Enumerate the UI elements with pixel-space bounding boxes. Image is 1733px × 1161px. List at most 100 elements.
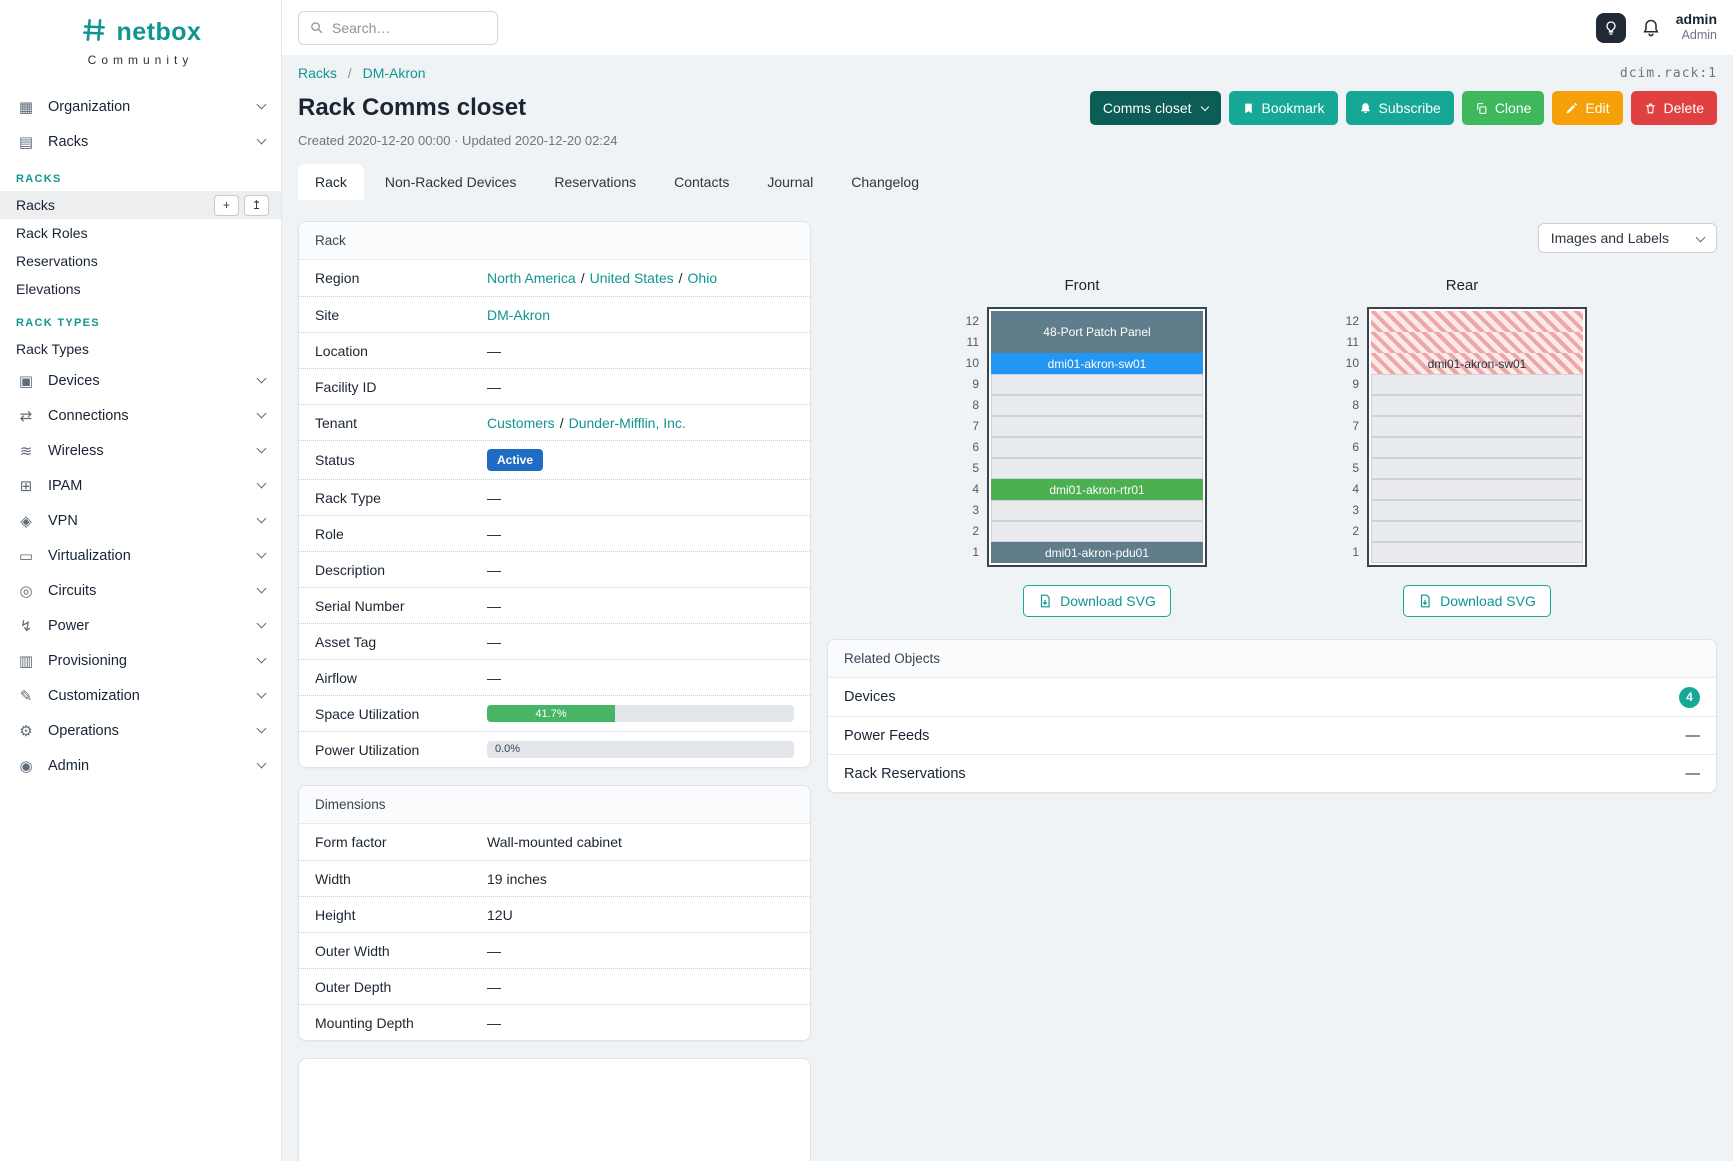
bell-icon <box>1359 102 1372 115</box>
chevron-down-icon <box>256 513 267 524</box>
sidebar-item-power[interactable]: ↯ Power <box>0 608 281 643</box>
download-svg-button-rear[interactable]: Download SVG <box>1403 585 1551 617</box>
sidebar-subitem-rack-types[interactable]: Rack Types <box>0 335 281 363</box>
sidebar-item-wireless[interactable]: ≋ Wireless <box>0 433 281 468</box>
rack-device[interactable]: 48-Port Patch Panel <box>991 311 1203 353</box>
related-label[interactable]: Rack Reservations <box>844 765 966 782</box>
copy-icon <box>1475 102 1488 115</box>
breadcrumb-link-racks[interactable]: Racks <box>298 65 337 81</box>
import-icon[interactable]: ↥ <box>244 194 269 216</box>
power-icon: ↯ <box>19 617 33 635</box>
rack-unit-empty[interactable] <box>991 374 1203 395</box>
rack-unit-empty[interactable] <box>1371 395 1583 416</box>
tab-changelog[interactable]: Changelog <box>851 174 920 190</box>
rack-unit-empty[interactable] <box>1371 542 1583 563</box>
rack-unit-empty[interactable] <box>1371 437 1583 458</box>
action-buttons: Comms closet Bookmark Subscribe Clone Edit De… <box>1089 91 1717 125</box>
user-role: Admin <box>1681 28 1717 43</box>
rack-unit-empty[interactable] <box>1371 479 1583 500</box>
edit-button[interactable]: Edit <box>1552 91 1623 125</box>
sidebar-item-provisioning[interactable]: ▥ Provisioning <box>0 643 281 678</box>
sidebar-item-organization[interactable]: ▦ Organization <box>0 89 281 124</box>
partial-panel <box>298 1058 811 1161</box>
region-link[interactable]: Ohio <box>687 270 718 286</box>
tenant-link[interactable]: Customers <box>487 414 555 431</box>
sidebar-item-label: VPN <box>48 512 78 529</box>
rack-unit-empty[interactable] <box>1371 500 1583 521</box>
elevation-front: Front 12 11 10 9 8 7 6 5 4 3 2 1 48-Port Patch Panel d… <box>957 277 1207 617</box>
sidebar-item-label: Devices <box>48 372 100 389</box>
notifications-bell-icon[interactable] <box>1641 18 1661 38</box>
unit-number: 6 <box>1352 440 1359 454</box>
sidebar-item-connections[interactable]: ⇄ Connections <box>0 398 281 433</box>
tab-reservations[interactable]: Reservations <box>554 174 637 190</box>
rack-unit-occupied <box>1371 332 1583 353</box>
rack-unit-empty[interactable] <box>991 395 1203 416</box>
operations-icon: ⚙ <box>19 722 33 740</box>
rack-unit-empty[interactable] <box>991 416 1203 437</box>
rack-unit-empty[interactable] <box>1371 374 1583 395</box>
chevron-down-icon <box>1200 102 1209 111</box>
rack-unit-empty[interactable] <box>991 500 1203 521</box>
sidebar-item-virtualization[interactable]: ▭ Virtualization <box>0 538 281 573</box>
tenant-link[interactable]: Dunder-Mifflin, Inc. <box>568 414 686 431</box>
related-label[interactable]: Power Feeds <box>844 727 930 744</box>
rack-graphic-rear: dmi01-akron-sw01 <box>1367 307 1587 567</box>
rack-unit-empty[interactable] <box>991 437 1203 458</box>
bookmark-button[interactable]: Bookmark <box>1228 91 1338 125</box>
images-labels-select[interactable]: Images and Labels <box>1537 223 1717 253</box>
rack-device[interactable]: dmi01-akron-rtr01 <box>991 479 1203 500</box>
subscribe-button[interactable]: Subscribe <box>1345 91 1454 125</box>
attr-label: Description <box>315 561 386 578</box>
sidebar-subitem-elevations[interactable]: Elevations <box>0 275 281 303</box>
tab-rack[interactable]: Rack <box>298 164 364 200</box>
sidebar-item-ipam[interactable]: ⊞ IPAM <box>0 468 281 503</box>
plus-icon[interactable]: + <box>214 194 239 216</box>
delete-button[interactable]: Delete <box>1630 91 1717 125</box>
user-menu[interactable]: admin Admin <box>1676 11 1717 44</box>
sidebar-item-customization[interactable]: ✎ Customization <box>0 678 281 713</box>
sidebar-subitem-racks[interactable]: Racks + ↥ <box>0 191 281 219</box>
ipam-icon: ⊞ <box>19 477 33 495</box>
rack-panel-rows: Region North America / United States / Ohio Si… <box>299 260 810 767</box>
breadcrumb-link-site[interactable]: DM-Akron <box>362 65 426 81</box>
rack-select-dropdown[interactable]: Comms closet <box>1089 91 1221 125</box>
sidebar-item-label: Racks <box>48 133 89 150</box>
related-label[interactable]: Devices <box>844 689 896 705</box>
unit-number: 8 <box>1352 398 1359 412</box>
clone-button[interactable]: Clone <box>1461 91 1545 125</box>
region-link[interactable]: North America <box>487 270 576 286</box>
sidebar-item-devices[interactable]: ▣ Devices <box>0 363 281 398</box>
sidebar-subitem-reservations[interactable]: Reservations <box>0 247 281 275</box>
sidebar-item-vpn[interactable]: ◈ VPN <box>0 503 281 538</box>
chevron-down-icon <box>256 723 267 734</box>
tab-journal[interactable]: Journal <box>767 174 814 190</box>
rack-device-rear-occupied[interactable]: dmi01-akron-sw01 <box>1371 353 1583 374</box>
tab-contacts[interactable]: Contacts <box>674 174 730 190</box>
download-svg-button-front[interactable]: Download SVG <box>1023 585 1171 617</box>
sidebar-item-admin[interactable]: ◉ Admin <box>0 748 281 783</box>
sidebar-subitem-rack-roles[interactable]: Rack Roles <box>0 219 281 247</box>
rack-device[interactable]: dmi01-akron-pdu01 <box>991 542 1203 563</box>
tab-non-racked-devices[interactable]: Non-Racked Devices <box>384 174 517 190</box>
region-link[interactable]: United States <box>589 270 674 286</box>
site-link[interactable]: DM-Akron <box>487 306 551 323</box>
theme-toggle-button[interactable] <box>1595 12 1626 43</box>
link-separator: / <box>580 270 585 286</box>
breadcrumb-separator: / <box>347 65 352 81</box>
netbox-logo[interactable]: netbox <box>0 16 281 49</box>
rack-unit-empty[interactable] <box>991 458 1203 479</box>
sidebar-item-circuits[interactable]: ◎ Circuits <box>0 573 281 608</box>
rack-unit-empty[interactable] <box>1371 458 1583 479</box>
rack-unit-empty[interactable] <box>1371 416 1583 437</box>
search-input[interactable] <box>332 19 487 36</box>
page-content: Racks / DM-Akron dcim.rack:1 Rack Comms … <box>282 55 1733 1161</box>
sidebar-item-operations[interactable]: ⚙ Operations <box>0 713 281 748</box>
wifi-icon: ≋ <box>19 442 33 460</box>
search-box[interactable] <box>298 10 498 45</box>
sidebar-item-racks[interactable]: ▤ Racks <box>0 124 281 159</box>
rack-unit-empty[interactable] <box>1371 521 1583 542</box>
rack-unit-empty[interactable] <box>991 521 1203 542</box>
tab-bar: Rack Non-Racked Devices Reservations Contac… <box>298 164 1717 200</box>
rack-device[interactable]: dmi01-akron-sw01 <box>991 353 1203 374</box>
